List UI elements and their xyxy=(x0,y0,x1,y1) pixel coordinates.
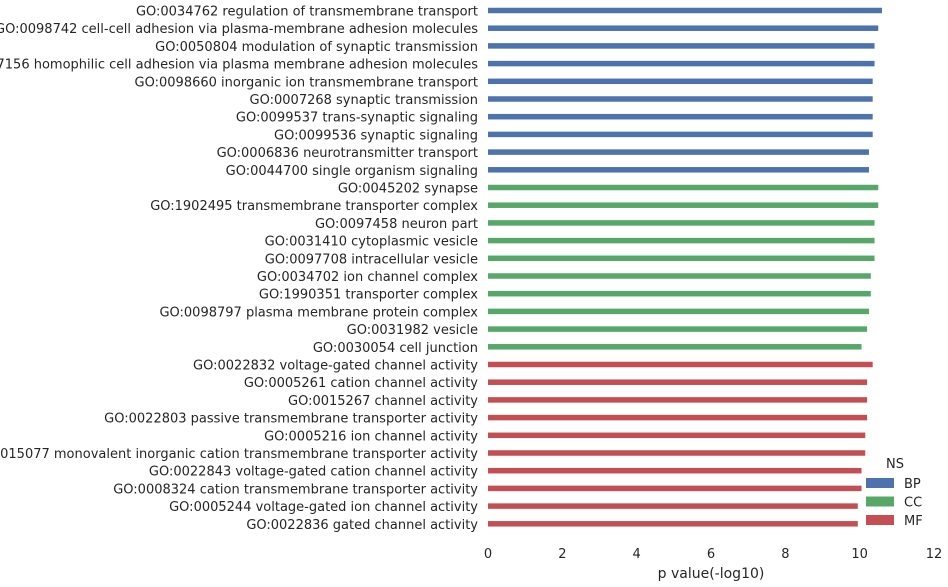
x-axis-ticks: 0 2 4 6 8 10 12 xyxy=(484,547,942,562)
bar xyxy=(488,220,875,226)
bar xyxy=(488,43,875,49)
category-label: GO:0030054 cell junction xyxy=(313,341,478,356)
bar xyxy=(488,78,873,85)
bar xyxy=(488,7,882,14)
bar xyxy=(488,326,868,332)
bar xyxy=(488,113,873,120)
category-label: GO:0022803 passive transmembrane transpo… xyxy=(104,412,478,427)
category-label: GO:0099536 synaptic signaling xyxy=(274,128,478,143)
x-tick-label: 10 xyxy=(851,547,868,562)
bar xyxy=(488,361,873,368)
category-label: GO:0034762 regulation of transmembrane t… xyxy=(136,5,478,20)
bars xyxy=(488,7,882,527)
legend-swatch xyxy=(866,515,894,525)
bar xyxy=(488,131,873,138)
bar xyxy=(488,149,869,155)
bar xyxy=(488,521,858,527)
bar xyxy=(488,167,869,173)
legend-label: CC xyxy=(904,496,922,511)
bar xyxy=(488,202,879,208)
bar xyxy=(488,397,868,403)
x-tick-label: 8 xyxy=(781,547,789,562)
category-label: GO:1902495 transmembrane transporter com… xyxy=(150,199,478,214)
x-tick-label: 0 xyxy=(484,547,492,562)
category-label: GO:0005244 voltage-gated ion channel act… xyxy=(169,500,478,515)
category-label: GO:0007268 synaptic transmission xyxy=(250,93,478,108)
category-label: GO:0097458 neuron part xyxy=(315,217,478,232)
category-label: GO:0022832 voltage-gated channel activit… xyxy=(193,359,478,374)
category-label: GO:0098797 plasma membrane protein compl… xyxy=(159,305,478,320)
category-label: GO:0007156 homophilic cell adhesion via … xyxy=(0,58,478,73)
bar xyxy=(488,184,879,191)
category-label: GO:0015077 monovalent inorganic cation t… xyxy=(0,447,478,462)
bar xyxy=(488,290,871,297)
bar xyxy=(488,308,869,315)
category-labels: GO:0034762 regulation of transmembrane t… xyxy=(0,5,478,533)
category-label: GO:0008324 cation transmembrane transpor… xyxy=(113,482,478,497)
category-label: GO:0005261 cation channel activity xyxy=(244,376,478,391)
category-label: GO:0097708 intracellular vesicle xyxy=(265,252,478,267)
x-tick-label: 6 xyxy=(707,547,715,562)
category-label: GO:0006836 neurotransmitter transport xyxy=(217,146,478,161)
x-axis-label: p value(-log10) xyxy=(658,566,765,582)
category-label: GO:0050804 modulation of synaptic transm… xyxy=(155,40,478,55)
bar xyxy=(488,273,871,279)
category-label: GO:0034702 ion channel complex xyxy=(257,270,478,285)
x-tick-label: 12 xyxy=(926,547,943,562)
category-label: GO:0022836 gated channel activity xyxy=(246,518,478,533)
category-label: GO:0098742 cell-cell adhesion via plasma… xyxy=(0,22,478,37)
category-label: GO:0099537 trans-synaptic signaling xyxy=(236,111,478,126)
category-label: GO:0031982 vesicle xyxy=(347,323,478,338)
bar xyxy=(488,237,875,244)
bar xyxy=(488,485,862,492)
bar xyxy=(488,255,875,262)
legend-label: BP xyxy=(904,477,921,492)
category-label: GO:0015267 channel activity xyxy=(288,394,478,409)
x-tick-label: 2 xyxy=(558,547,566,562)
bar xyxy=(488,467,862,474)
category-label: GO:0044700 single organism signaling xyxy=(226,164,478,179)
bar xyxy=(488,503,858,509)
bar xyxy=(488,344,862,350)
category-label: GO:0098660 inorganic ion transmembrane t… xyxy=(135,75,478,90)
bar xyxy=(488,432,866,439)
category-label: GO:1990351 transporter complex xyxy=(259,288,478,303)
category-label: GO:0005216 ion channel activity xyxy=(264,429,478,444)
bar xyxy=(488,414,868,421)
category-label: GO:0031410 cytoplasmic vesicle xyxy=(265,235,478,250)
bar xyxy=(488,96,873,102)
legend-swatch xyxy=(866,496,894,507)
bar xyxy=(488,379,868,385)
bar xyxy=(488,25,879,31)
bar xyxy=(488,450,866,456)
category-label: GO:0022843 voltage-gated cation channel … xyxy=(149,465,478,480)
legend-swatch xyxy=(866,478,894,488)
legend-label: MF xyxy=(904,514,923,529)
x-tick-label: 4 xyxy=(633,547,641,562)
bar xyxy=(488,60,875,67)
legend: NS BP CC MF xyxy=(866,457,923,529)
category-label: GO:0045202 synapse xyxy=(338,182,478,197)
legend-title: NS xyxy=(886,457,904,472)
